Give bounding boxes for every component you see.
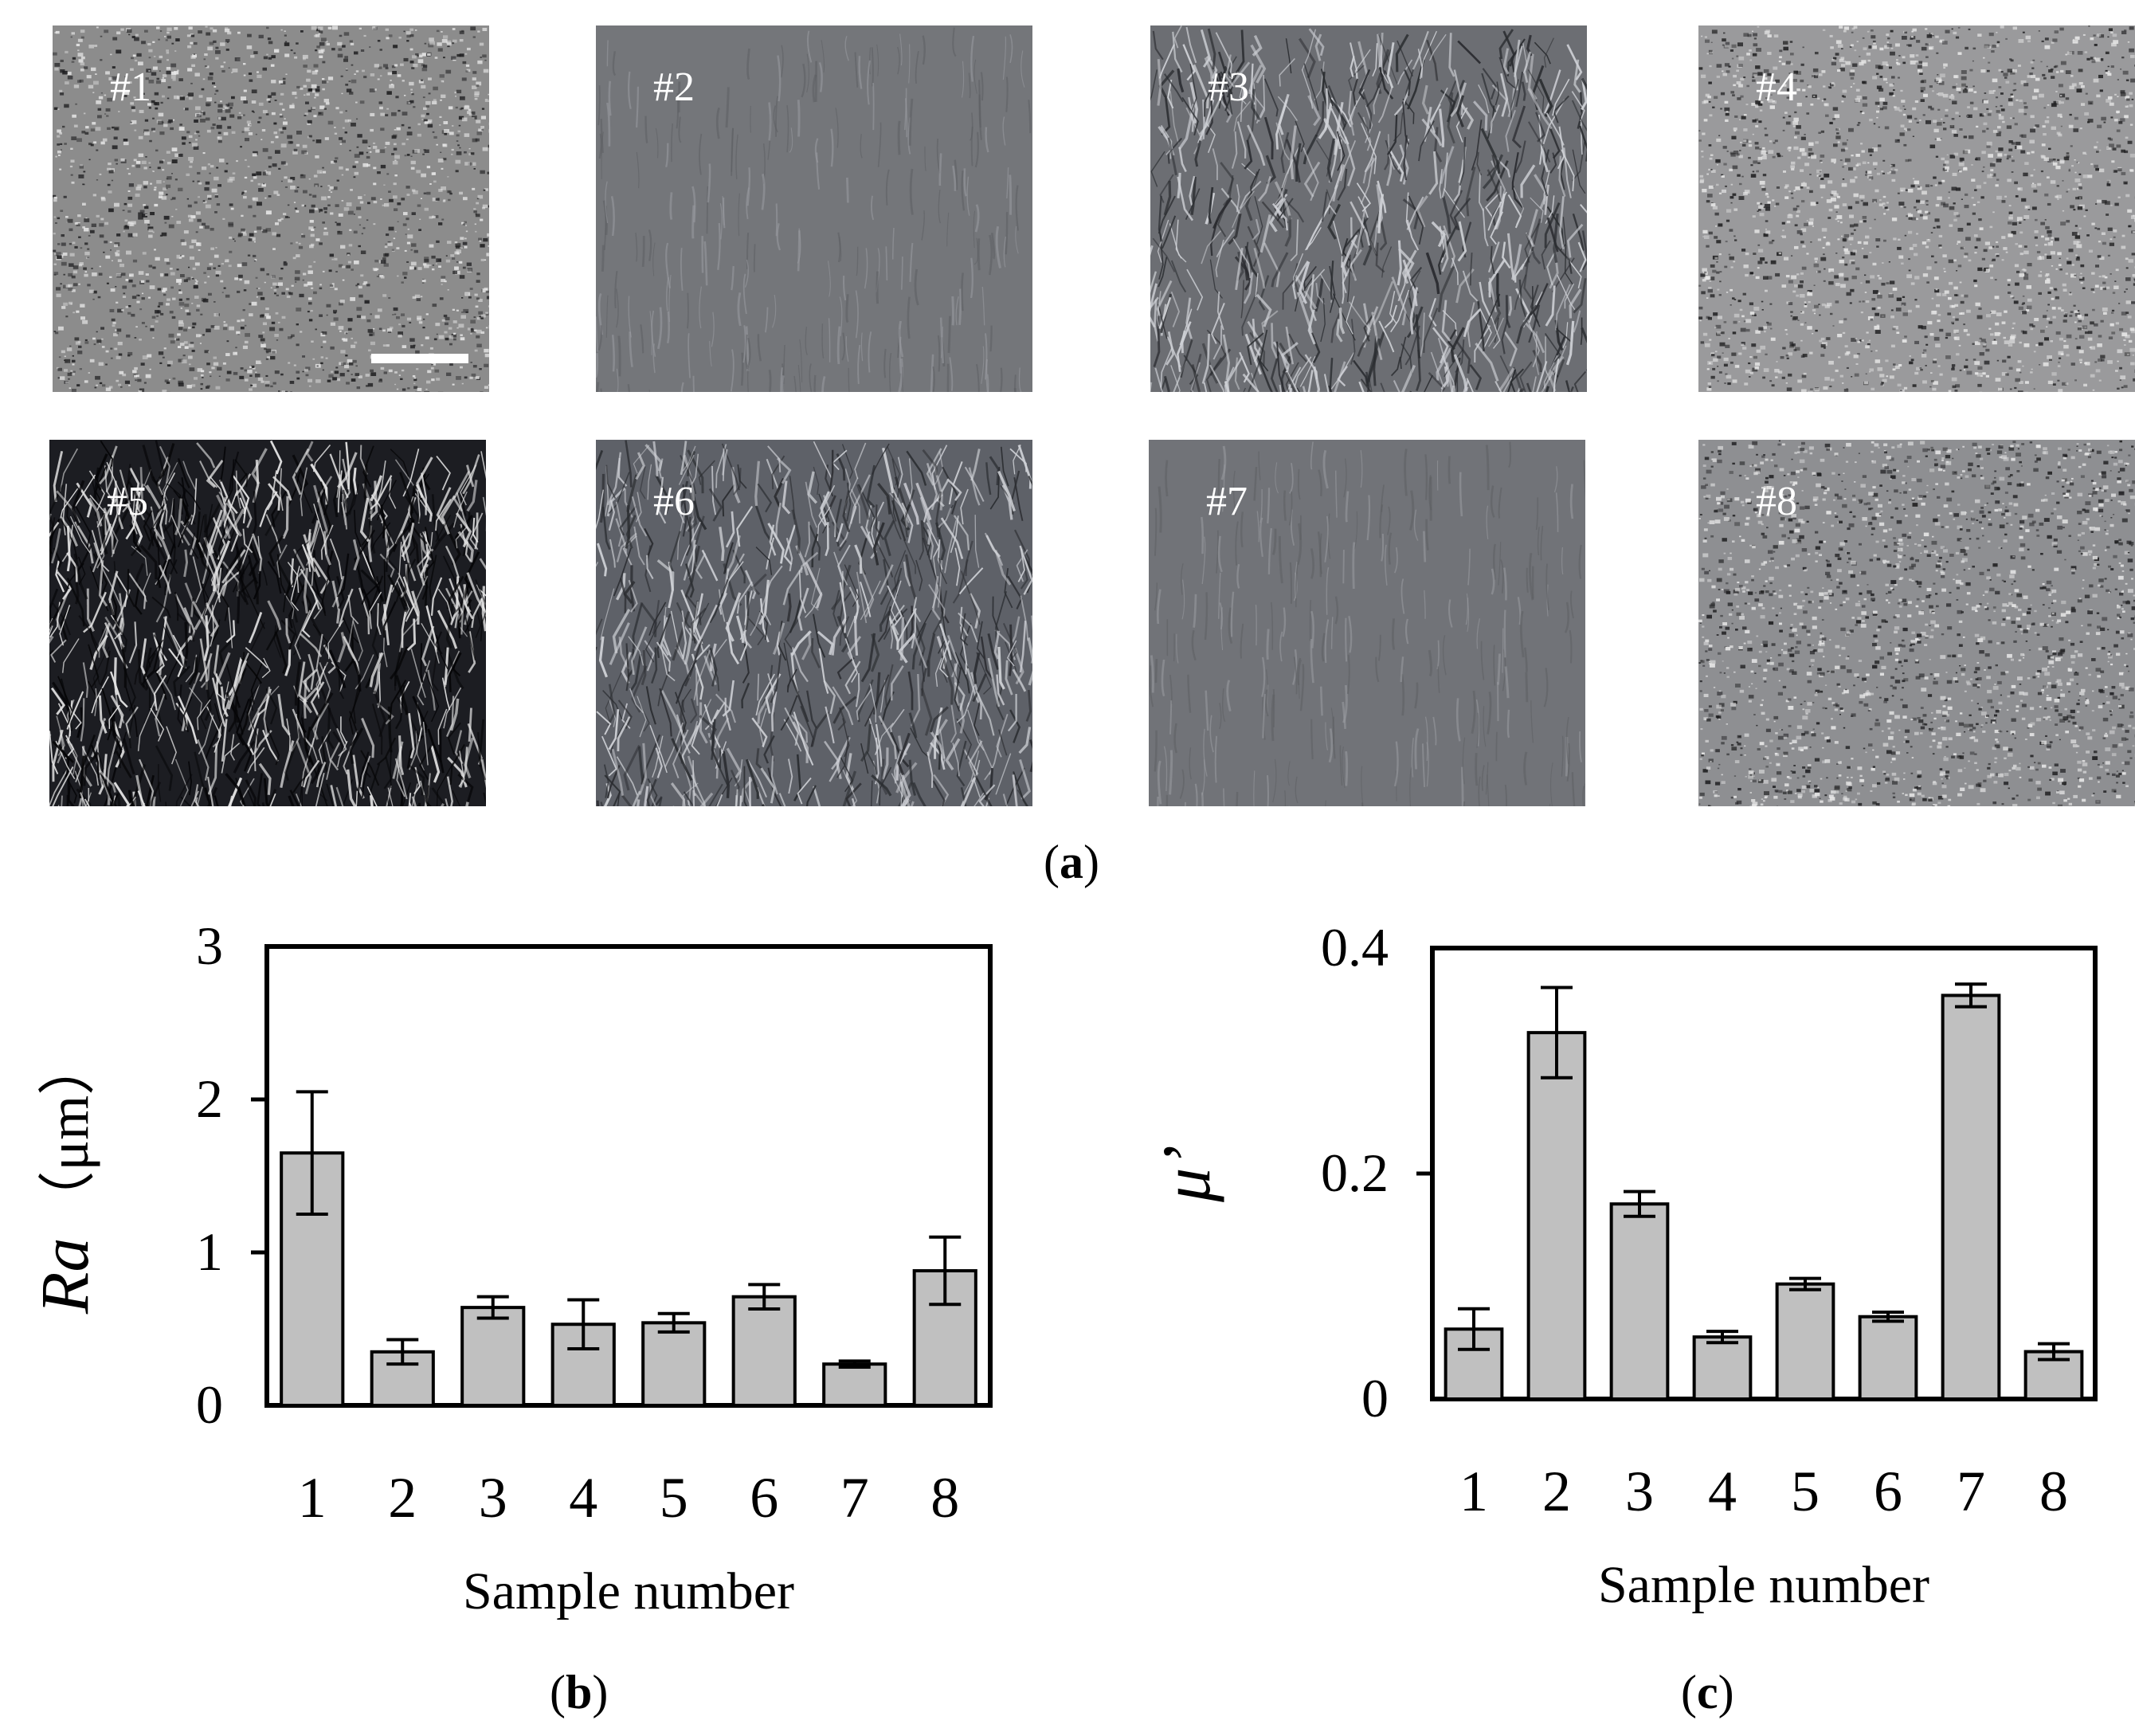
- texture: [1149, 440, 1585, 806]
- bar: [1692, 1335, 1753, 1401]
- texture: [1698, 25, 2135, 392]
- error-bar: [929, 1235, 962, 1307]
- photo-label: #4: [1756, 65, 1797, 110]
- y-tick-label: 0.2: [1321, 1142, 1389, 1203]
- x-tick-label: 7: [1957, 1460, 1985, 1523]
- error-bar: [1541, 986, 1573, 1080]
- bar: [1609, 1202, 1670, 1401]
- photo-label: #3: [1208, 65, 1249, 110]
- texture: [1698, 440, 2135, 806]
- y-tick-label: 0: [1361, 1368, 1389, 1428]
- error-bar: [1955, 982, 1987, 1009]
- error-bar: [1789, 1276, 1821, 1291]
- surface-photo-2: #2: [596, 25, 1032, 392]
- surface-photo-3: #3: [1150, 25, 1587, 392]
- y-tick-label: 0.4: [1321, 917, 1389, 978]
- x-tick-label: 1: [298, 1466, 327, 1530]
- texture: [1150, 25, 1587, 392]
- x-tick-label: 3: [479, 1466, 507, 1530]
- error-bar: [476, 1295, 509, 1320]
- photo-label: #8: [1756, 479, 1797, 524]
- plot-frame: [264, 944, 993, 1408]
- x-axis-label: Sample number: [463, 1562, 794, 1620]
- error-bar: [296, 1090, 328, 1216]
- panel-label-a: (a): [1044, 836, 1099, 888]
- error-bar: [838, 1359, 871, 1369]
- y-axis-label: μ’: [1148, 1145, 1224, 1203]
- x-tick-label: 4: [1708, 1460, 1737, 1523]
- surface-photo-5: #5: [49, 440, 486, 806]
- bar: [460, 1306, 526, 1407]
- photo-label: #6: [653, 479, 695, 524]
- friction-bar-chart: 0 0.2 0.4 1 2 3 4 5 6 7 8 Sample number μ’: [1148, 917, 2098, 1614]
- photo-label: #7: [1206, 479, 1248, 524]
- texture: [596, 25, 1032, 392]
- bar: [1526, 1031, 1587, 1401]
- x-tick-label: 6: [750, 1466, 778, 1530]
- error-bar: [567, 1298, 600, 1350]
- bar: [1858, 1315, 1918, 1401]
- bar: [822, 1362, 887, 1407]
- photo-label: #1: [110, 65, 151, 110]
- bar: [1775, 1282, 1835, 1401]
- error-bar: [1624, 1189, 1655, 1218]
- x-tick-label: 2: [1542, 1460, 1571, 1523]
- surface-photo-7: #7: [1149, 440, 1585, 806]
- bar: [1941, 993, 2001, 1401]
- x-axis-label: Sample number: [1598, 1556, 1929, 1614]
- error-bar: [2038, 1342, 2070, 1362]
- x-tick-label: 7: [840, 1466, 869, 1530]
- panel-label-c: (c): [1681, 1666, 1734, 1718]
- bar: [641, 1321, 707, 1408]
- surface-photo-8: #8: [1698, 440, 2135, 806]
- x-tick-label: 8: [930, 1466, 959, 1530]
- error-bar: [748, 1283, 781, 1311]
- photo-label: #2: [653, 65, 695, 110]
- y-tick-label: 3: [196, 915, 223, 976]
- error-bar: [1458, 1307, 1490, 1351]
- y-tick-label: 2: [196, 1068, 223, 1129]
- x-tick-label: 1: [1459, 1460, 1488, 1523]
- y-axis-label: Ra（μm）: [26, 1038, 103, 1315]
- surface-photo-6: #6: [596, 440, 1032, 806]
- surface-photo-4: #4: [1698, 25, 2135, 392]
- error-bar: [657, 1311, 690, 1334]
- y-tick-label: 1: [196, 1221, 223, 1282]
- error-bar: [1872, 1311, 1904, 1323]
- error-bar: [1706, 1330, 1738, 1345]
- photo-label: #5: [107, 479, 148, 524]
- texture: [53, 25, 489, 392]
- x-tick-label: 2: [388, 1466, 417, 1530]
- surface-photo-1: #1: [53, 25, 489, 392]
- panel-label-b: (b): [550, 1666, 609, 1718]
- scale-bar: [371, 354, 468, 363]
- x-tick-label: 3: [1625, 1460, 1654, 1523]
- x-tick-label: 5: [660, 1466, 688, 1530]
- x-tick-label: 8: [2039, 1460, 2068, 1523]
- texture: [49, 440, 486, 806]
- y-tick-label: 0: [196, 1374, 223, 1435]
- texture: [596, 440, 1032, 806]
- x-tick-label: 6: [1874, 1460, 1902, 1523]
- x-tick-label: 5: [1791, 1460, 1820, 1523]
- bar: [731, 1295, 797, 1407]
- x-tick-label: 4: [569, 1466, 597, 1530]
- error-bar: [386, 1338, 419, 1366]
